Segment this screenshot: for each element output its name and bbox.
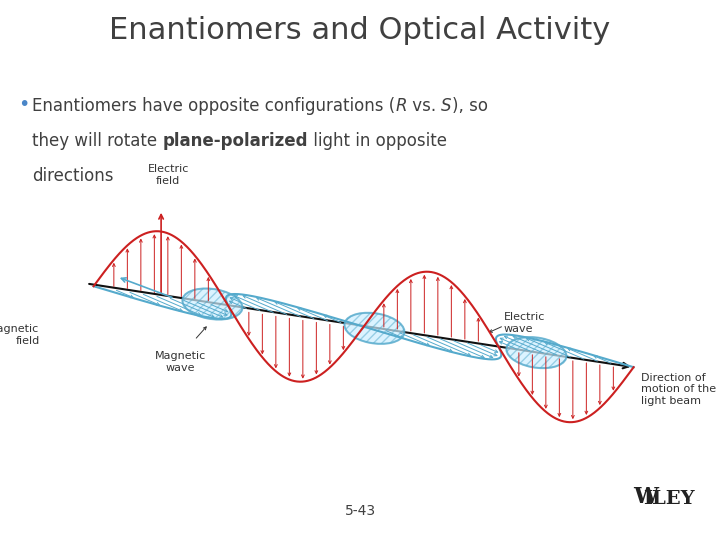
- Text: S: S: [441, 97, 452, 115]
- Text: Electric
wave: Electric wave: [504, 312, 545, 334]
- Text: •: •: [18, 94, 30, 113]
- Text: Enantiomers have opposite configurations (: Enantiomers have opposite configurations…: [32, 97, 395, 115]
- Text: W: W: [634, 485, 659, 508]
- Ellipse shape: [344, 313, 405, 344]
- Text: Enantiomers and Optical Activity: Enantiomers and Optical Activity: [109, 16, 611, 45]
- Text: R: R: [395, 97, 407, 115]
- Text: they will rotate: they will rotate: [32, 132, 163, 150]
- Text: light in opposite: light in opposite: [308, 132, 447, 150]
- Text: ), so: ), so: [452, 97, 488, 115]
- Text: Electric
field: Electric field: [148, 164, 189, 186]
- Text: Direction of
motion of the
light beam: Direction of motion of the light beam: [641, 373, 716, 406]
- Ellipse shape: [182, 288, 243, 320]
- Text: ILEY: ILEY: [643, 490, 695, 508]
- Text: 5-43: 5-43: [344, 504, 376, 518]
- Text: Magnetic
wave: Magnetic wave: [154, 351, 206, 373]
- Text: plane-polarized: plane-polarized: [163, 132, 308, 150]
- Text: directions: directions: [32, 167, 114, 185]
- Text: Magnetic
field: Magnetic field: [0, 324, 40, 346]
- Ellipse shape: [506, 337, 567, 368]
- Text: vs.: vs.: [407, 97, 441, 115]
